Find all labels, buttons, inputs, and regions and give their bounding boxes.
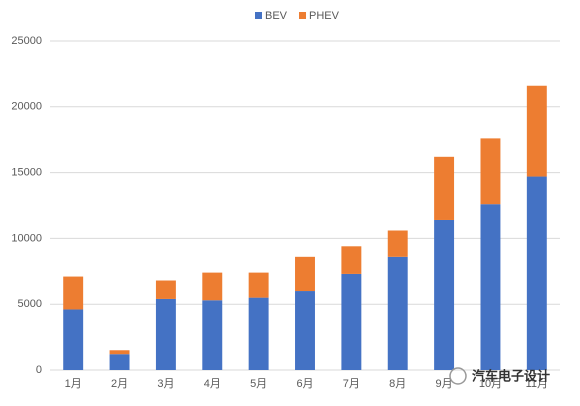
bar-segment	[387, 256, 408, 370]
x-tick-label: 7月	[343, 378, 360, 390]
bar-segment	[155, 280, 176, 299]
y-tick-label: 10000	[11, 232, 42, 244]
watermark-text: 汽车电子设计	[472, 368, 550, 383]
x-tick-label: 11月	[526, 378, 548, 390]
x-tick-label: 3月	[157, 378, 174, 390]
bar-segment	[202, 300, 223, 370]
x-tick-label: 10月	[479, 378, 502, 390]
x-tick-label: 8月	[389, 378, 406, 390]
x-tick-label: 9月	[436, 378, 453, 390]
bar-segment	[526, 85, 547, 177]
bar-segment	[295, 291, 315, 370]
y-tick-label: 20000	[11, 101, 42, 113]
x-tick-label: 1月	[65, 378, 82, 390]
bar-segment	[63, 309, 84, 370]
legend-swatch	[255, 12, 262, 19]
bar-segment	[526, 176, 547, 370]
bar-segment	[480, 138, 501, 205]
bar-segment	[341, 273, 362, 370]
y-tick-label: 25000	[11, 35, 42, 47]
bar-segment	[109, 354, 130, 370]
x-tick-label: 4月	[204, 378, 221, 390]
bar-segment	[434, 219, 455, 370]
bar-segment	[387, 230, 408, 257]
y-tick-label: 15000	[11, 167, 42, 179]
bar-segment	[295, 256, 315, 292]
bar-segment	[434, 156, 455, 220]
bar-segment	[202, 272, 223, 301]
bar-segment	[155, 298, 176, 370]
x-tick-label: 2月	[111, 378, 128, 390]
bar-segment	[248, 272, 269, 298]
legend-label: BEV	[265, 10, 288, 22]
bar-segment	[480, 204, 501, 370]
bar-segment	[109, 350, 130, 355]
watermark: 汽车电子设计	[449, 367, 550, 385]
y-tick-label: 0	[36, 364, 42, 376]
watermark-icon	[449, 367, 467, 385]
legend-swatch	[299, 12, 307, 19]
x-tick-label: 6月	[296, 378, 313, 390]
bar-segment	[63, 276, 84, 310]
x-tick-label: 5月	[250, 378, 267, 390]
y-tick-label: 5000	[18, 298, 42, 310]
bar-segment	[248, 297, 269, 370]
legend-label: PHEV	[309, 10, 340, 22]
legend: BEV PHEV	[255, 10, 340, 22]
bar-segment	[341, 246, 362, 274]
